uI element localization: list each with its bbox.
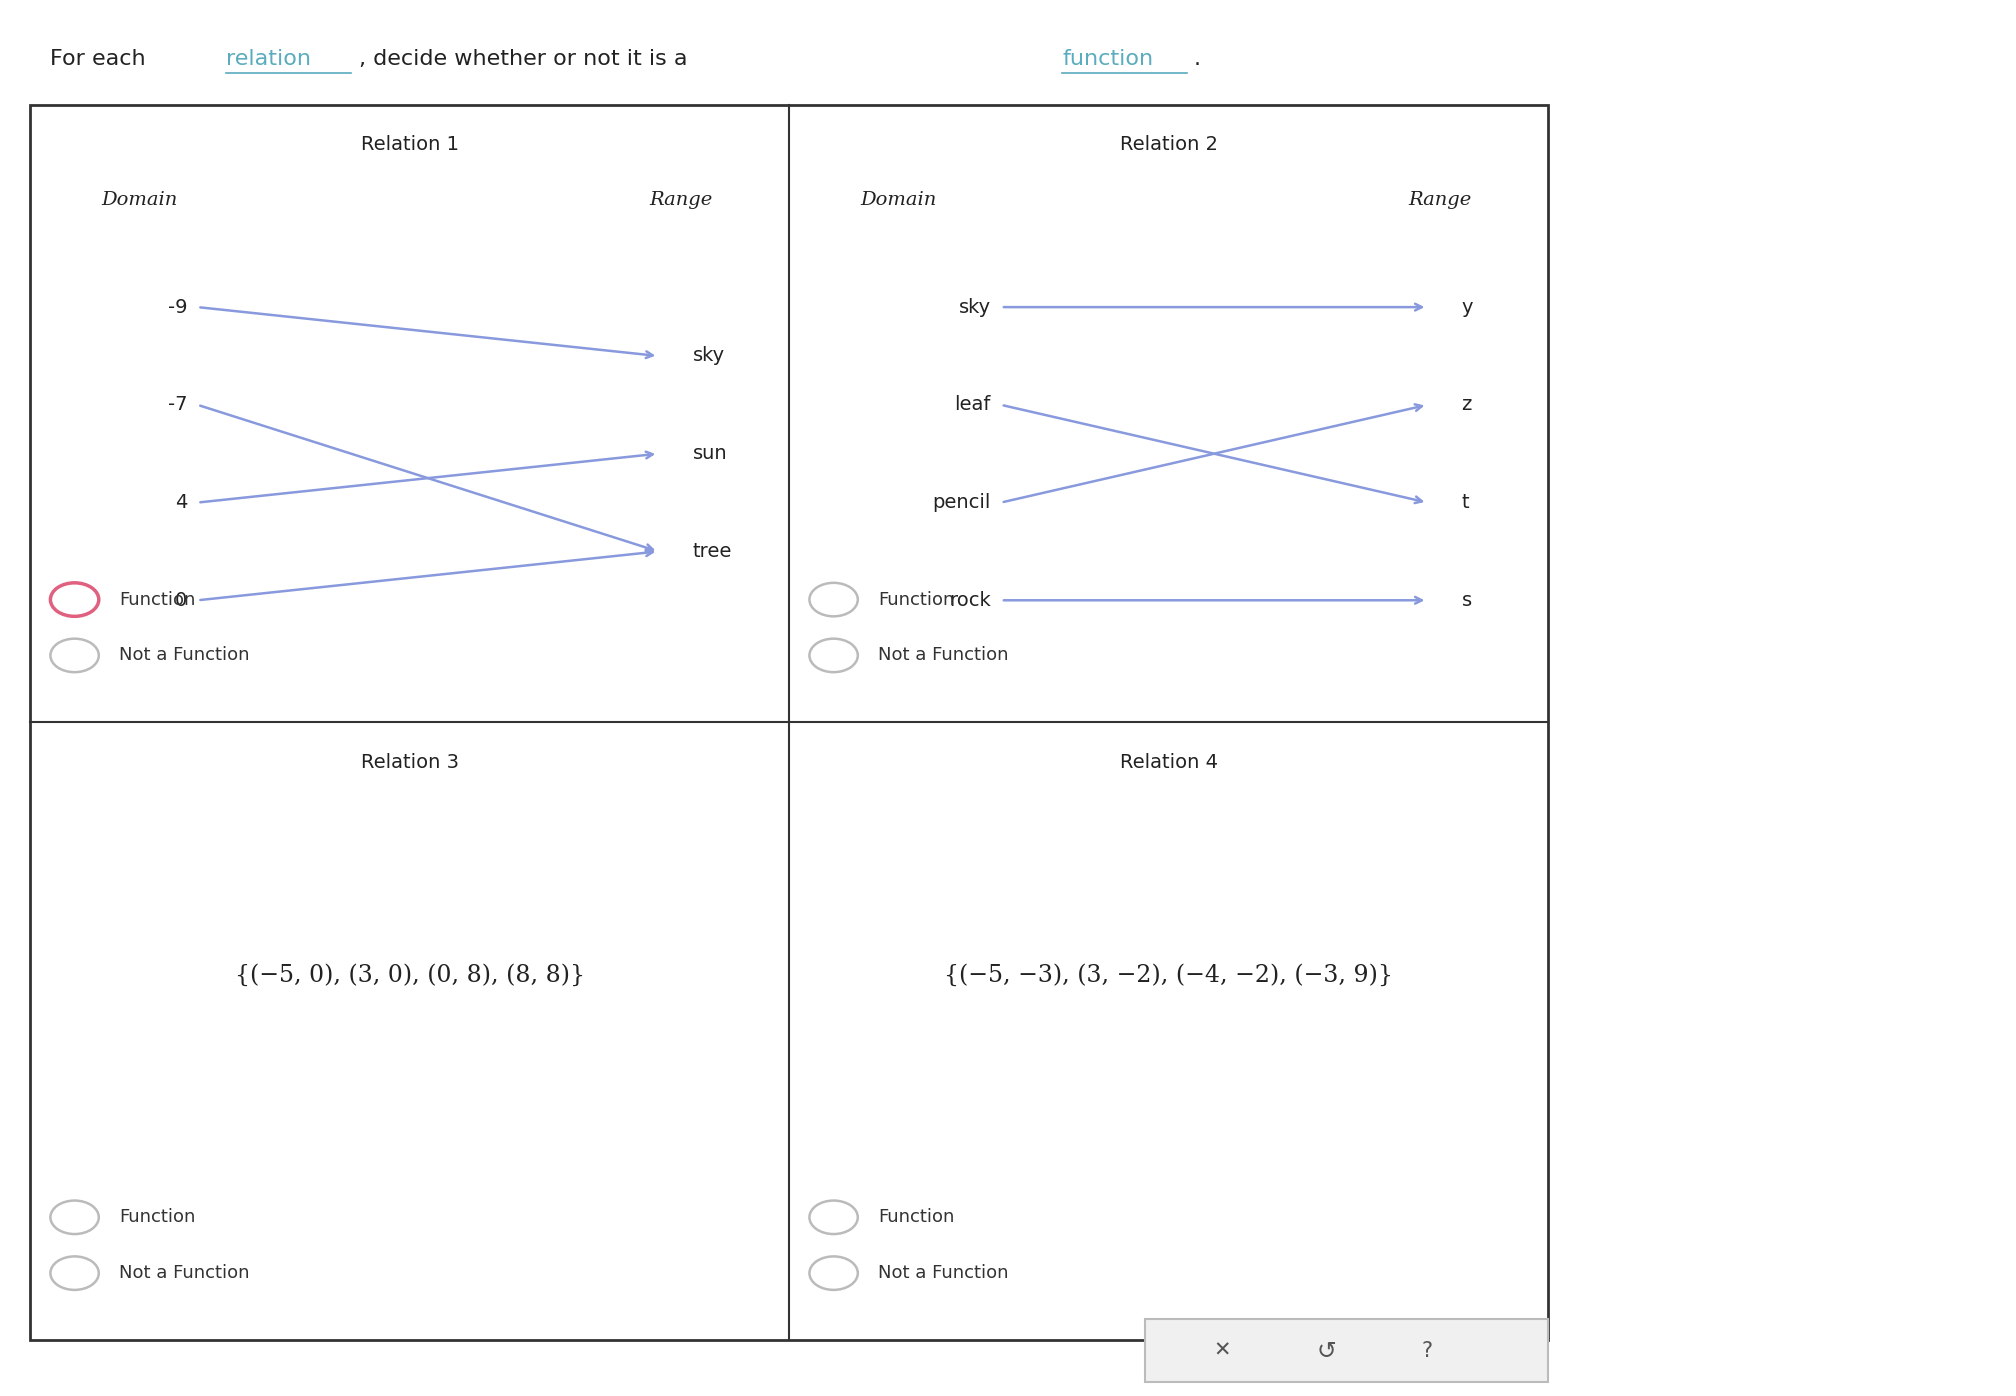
Text: For each: For each	[50, 49, 153, 68]
Text: Function: Function	[879, 1209, 954, 1226]
Text: Function: Function	[119, 591, 196, 609]
Text: Relation 3: Relation 3	[361, 754, 460, 772]
Text: Relation 2: Relation 2	[1119, 135, 1218, 155]
Text: leaf: leaf	[954, 395, 992, 415]
Text: sky: sky	[960, 297, 992, 317]
Text: tree: tree	[694, 542, 732, 561]
Text: y: y	[1462, 297, 1474, 317]
Text: rock: rock	[950, 591, 992, 610]
Text: s: s	[1462, 591, 1472, 610]
Text: Function: Function	[119, 1209, 196, 1226]
Text: Domain: Domain	[101, 191, 177, 209]
Text: sky: sky	[694, 346, 724, 366]
Text: 0: 0	[175, 591, 187, 610]
Bar	[1145, 1319, 1548, 1382]
Text: Relation 1: Relation 1	[361, 135, 460, 155]
Text: {(−5, −3), (3, −2), (−4, −2), (−3, 9)}: {(−5, −3), (3, −2), (−4, −2), (−3, 9)}	[943, 965, 1393, 987]
Text: ↺: ↺	[1316, 1339, 1337, 1362]
Text: pencil: pencil	[933, 493, 992, 512]
Text: Relation 4: Relation 4	[1119, 754, 1218, 772]
Text: ?: ?	[1421, 1340, 1433, 1361]
Text: , decide whether or not it is a: , decide whether or not it is a	[359, 49, 694, 68]
Text: Not a Function: Not a Function	[879, 646, 1008, 664]
Text: ✕: ✕	[1214, 1340, 1230, 1361]
Text: Range: Range	[1409, 191, 1472, 209]
Text: Not a Function: Not a Function	[119, 1265, 250, 1282]
Text: Not a Function: Not a Function	[119, 646, 250, 664]
Text: Domain: Domain	[859, 191, 935, 209]
Text: Not a Function: Not a Function	[879, 1265, 1008, 1282]
Text: .: .	[1193, 49, 1200, 68]
Text: Range: Range	[649, 191, 714, 209]
Text: relation: relation	[226, 49, 310, 68]
Text: -9: -9	[167, 297, 187, 317]
Text: 4: 4	[175, 493, 187, 512]
Text: z: z	[1462, 395, 1472, 415]
Text: function: function	[1062, 49, 1153, 68]
Text: -7: -7	[167, 395, 187, 415]
Text: sun: sun	[694, 444, 728, 463]
Text: t: t	[1462, 493, 1470, 512]
Bar	[30, 105, 1548, 1340]
Text: Function: Function	[879, 591, 954, 609]
Text: {(−5, 0), (3, 0), (0, 8), (8, 8)}: {(−5, 0), (3, 0), (0, 8), (8, 8)}	[234, 965, 585, 987]
